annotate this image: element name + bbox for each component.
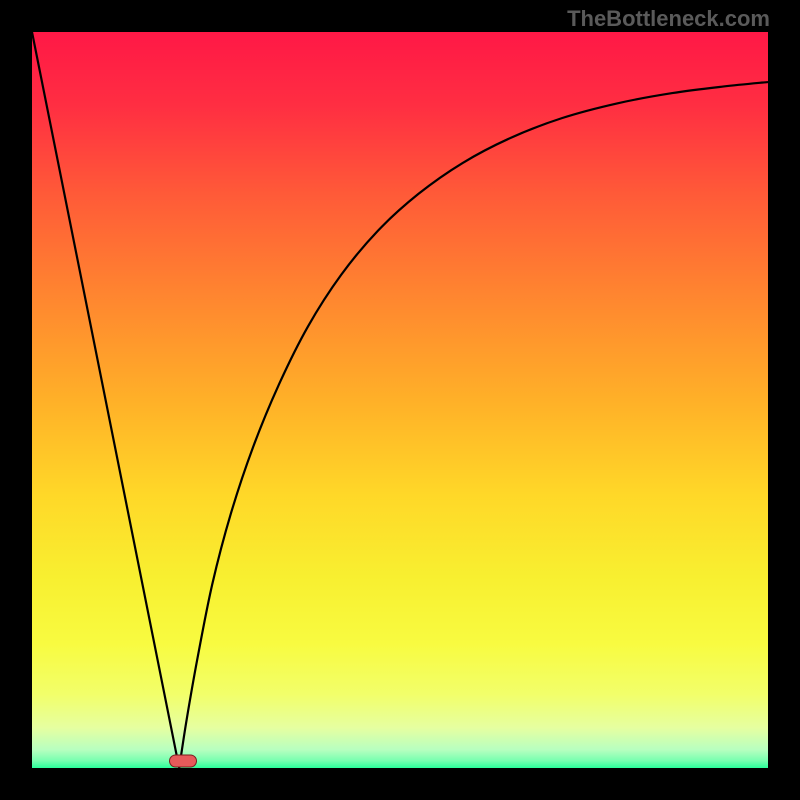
plot-area — [32, 32, 768, 768]
curve-path — [32, 32, 768, 768]
minimum-marker — [169, 754, 197, 767]
curve-layer — [32, 32, 768, 768]
watermark-text: TheBottleneck.com — [567, 6, 770, 32]
chart-container: TheBottleneck.com — [0, 0, 800, 800]
